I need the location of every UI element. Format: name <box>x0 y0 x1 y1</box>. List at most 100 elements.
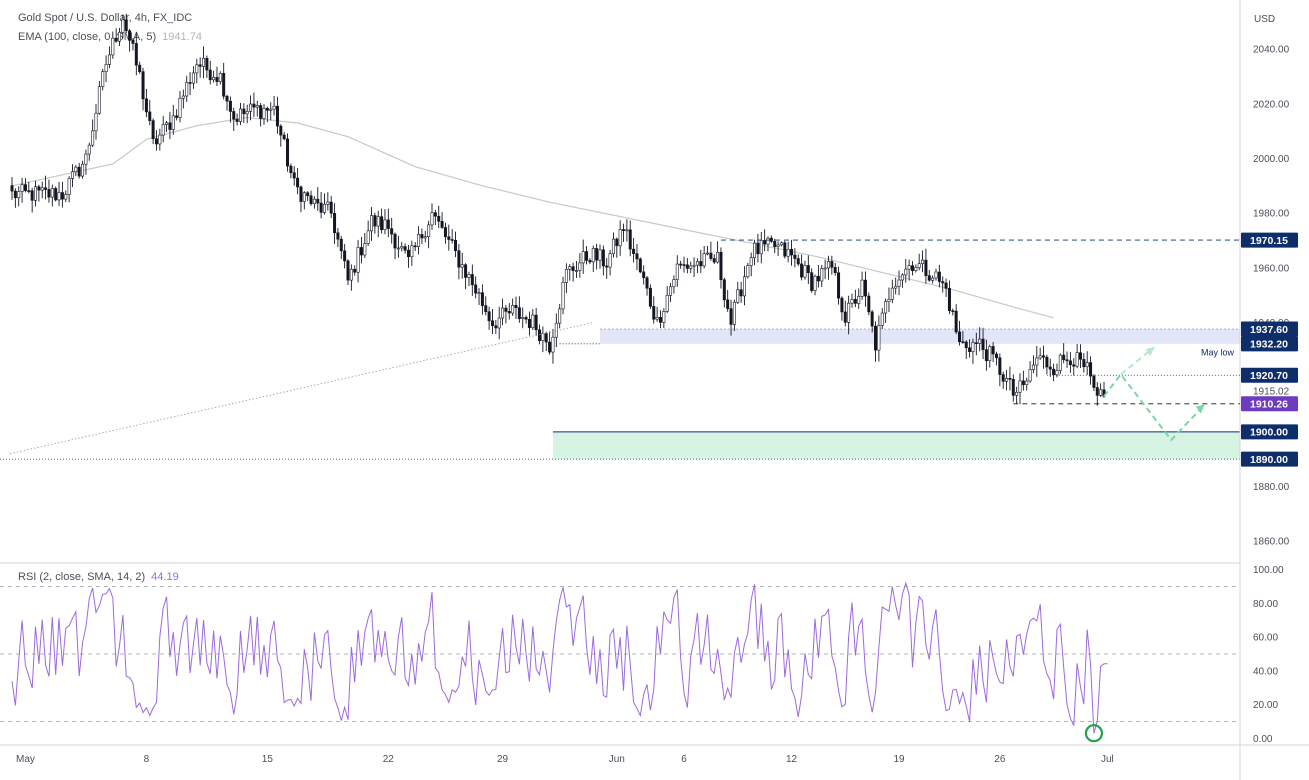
rsi-tick-label: 80.00 <box>1253 599 1278 610</box>
candle <box>215 66 219 86</box>
candle-body <box>1089 362 1093 377</box>
candle <box>682 256 686 273</box>
candle-body <box>477 292 481 295</box>
candle-body <box>262 107 266 119</box>
candle <box>874 321 878 362</box>
candle <box>474 276 478 299</box>
candle <box>322 193 326 215</box>
candle <box>931 275 935 284</box>
candle <box>60 181 64 208</box>
candle <box>279 124 283 147</box>
candle <box>151 118 155 145</box>
candle-body <box>40 187 44 191</box>
candle <box>188 72 192 96</box>
candle <box>252 92 256 117</box>
candle-body <box>178 97 182 118</box>
candle-body <box>101 71 105 88</box>
candle <box>1021 370 1025 391</box>
projection-path <box>1103 372 1206 442</box>
candle-body <box>944 282 948 289</box>
candle <box>205 55 209 78</box>
candle <box>749 252 753 277</box>
candle-body <box>380 216 384 231</box>
candle <box>823 259 827 280</box>
candle-body <box>816 275 820 282</box>
candle-body <box>443 227 447 238</box>
candle <box>870 310 874 333</box>
candle <box>1072 358 1076 376</box>
candle <box>326 192 330 211</box>
candle-body <box>282 134 286 140</box>
price-tick-label: 1880.00 <box>1253 482 1290 493</box>
candle <box>1058 353 1062 375</box>
candle <box>783 240 787 259</box>
candle-body <box>870 311 874 327</box>
candle <box>1078 344 1082 369</box>
candle <box>897 270 901 296</box>
price-label: 1900.00 <box>1241 424 1298 440</box>
candle <box>336 227 340 248</box>
candle <box>494 320 498 335</box>
candle <box>954 304 958 335</box>
rsi-legend[interactable]: RSI (2, close, SMA, 14, 2) 44.19 <box>18 571 179 583</box>
candle <box>185 75 189 102</box>
candle <box>900 273 904 288</box>
candle <box>793 248 797 268</box>
candle-body <box>947 288 951 312</box>
candle-body <box>591 248 595 263</box>
candle-body <box>695 261 699 266</box>
candle-body <box>433 212 437 217</box>
candle <box>581 239 585 274</box>
candle-body <box>114 37 118 42</box>
candle-body <box>622 229 626 231</box>
candle-body <box>729 308 733 325</box>
candle-body <box>826 261 830 269</box>
candle-body <box>742 276 746 297</box>
candle-body <box>984 349 988 362</box>
candle-body <box>84 153 88 165</box>
candle <box>910 261 914 276</box>
candle <box>961 331 965 344</box>
candle-body <box>208 69 212 81</box>
candle <box>1075 344 1079 369</box>
candle-body <box>50 188 54 198</box>
candle <box>776 241 780 256</box>
candle <box>265 106 269 123</box>
candle <box>225 94 229 111</box>
candle-body <box>585 251 589 261</box>
candle-body <box>91 130 95 146</box>
price-tick-label: 1960.00 <box>1253 263 1290 274</box>
candle-body <box>275 105 279 127</box>
candle-body <box>850 298 854 304</box>
candle <box>564 263 568 293</box>
candle-body <box>652 306 656 320</box>
candle-body <box>662 311 666 323</box>
candle <box>238 102 242 126</box>
candle-body <box>820 268 824 282</box>
annotations-layer: May low <box>9 239 1240 455</box>
candle <box>958 320 962 346</box>
candle-body <box>27 190 31 192</box>
time-tick-label: Jun <box>609 754 625 765</box>
candle <box>716 241 720 264</box>
candle <box>830 255 834 275</box>
candle-body <box>1072 364 1076 367</box>
candle-body <box>34 186 38 201</box>
candle <box>796 254 800 267</box>
candle <box>487 306 491 330</box>
candle-body <box>17 191 21 199</box>
candle-body <box>218 73 222 82</box>
ema-legend[interactable]: EMA (100, close, 0, SMA, 5) 1941.74 <box>18 31 202 43</box>
candle <box>689 261 693 274</box>
candle-body <box>675 263 679 280</box>
candle <box>437 205 441 229</box>
candle <box>363 232 367 259</box>
candle-body <box>692 264 696 267</box>
candle <box>712 254 716 265</box>
candle <box>1082 353 1086 373</box>
candle <box>104 55 108 83</box>
candle-body <box>474 284 478 294</box>
price-label: 1915.02 <box>1253 386 1290 397</box>
candle-body <box>1042 355 1046 358</box>
